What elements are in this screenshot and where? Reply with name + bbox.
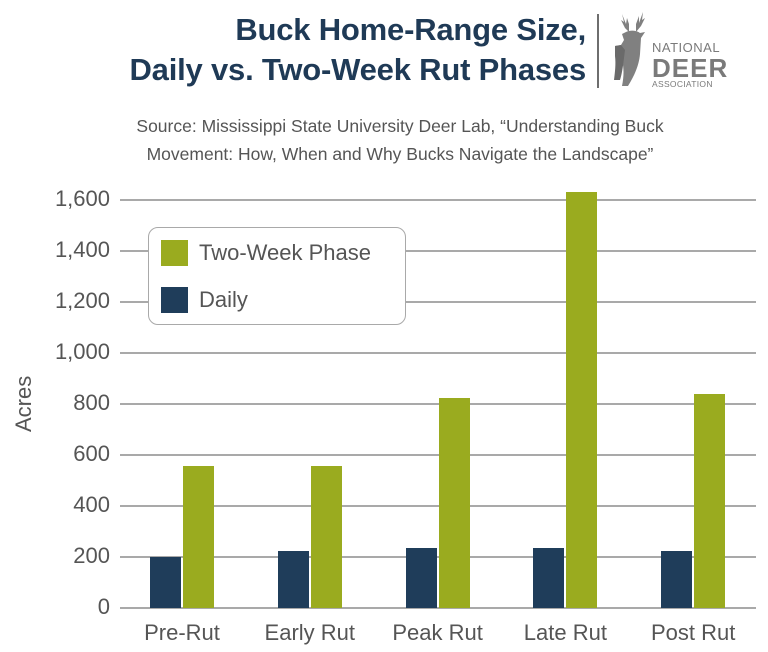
gridline	[120, 505, 756, 507]
bar-daily	[405, 548, 437, 608]
y-tick-label: 0	[97, 594, 110, 619]
x-tick-label: Peak Rut	[392, 620, 483, 645]
subtitle-line-2: Movement: How, When and Why Bucks Naviga…	[146, 144, 654, 164]
x-tick-label: Post Rut	[651, 620, 736, 645]
gridline	[120, 199, 756, 201]
chart-title: Buck Home-Range Size, Daily vs. Two-Week…	[130, 10, 587, 90]
bar-two-week	[566, 192, 598, 608]
bar-two-week	[310, 466, 342, 608]
legend-swatch-daily	[161, 287, 188, 313]
deer-head-icon	[614, 12, 645, 86]
y-tick-label: 200	[73, 543, 110, 568]
title-divider	[597, 14, 599, 88]
logo-text-association: ASSOCIATION	[652, 79, 713, 89]
bar-two-week	[183, 466, 214, 608]
legend-swatch-two-week	[161, 240, 188, 266]
gridline	[120, 607, 756, 609]
bar-two-week	[694, 394, 726, 608]
logo-text-deer: DEER	[652, 53, 729, 83]
y-tick-label: 1,200	[54, 288, 110, 313]
y-tick-label: 400	[73, 492, 110, 517]
legend-item-daily: Daily	[161, 287, 248, 313]
chart-subtitle: Source: Mississippi State University Dee…	[60, 112, 740, 168]
logo-text-national: NATIONAL	[652, 40, 721, 55]
bar-daily	[150, 557, 181, 608]
subtitle-line-1: Source: Mississippi State University Dee…	[136, 116, 664, 136]
x-tick-label: Pre-Rut	[144, 620, 220, 645]
gridline	[120, 352, 756, 354]
legend-item-two-week: Two-Week Phase	[161, 240, 371, 266]
gridline	[120, 250, 756, 252]
y-tick-label: 1,400	[54, 237, 110, 262]
gridline	[120, 301, 756, 303]
bar-daily	[277, 550, 309, 608]
gridline	[120, 454, 756, 456]
legend-label-daily: Daily	[199, 287, 248, 312]
bar-daily	[661, 550, 693, 608]
y-tick-label: 1,600	[54, 186, 110, 211]
x-tick-label: Late Rut	[523, 620, 607, 645]
y-tick-label: 1,000	[54, 339, 110, 364]
nda-logo: NATIONAL DEER ASSOCIATION	[612, 10, 762, 90]
legend-label-two-week: Two-Week Phase	[199, 240, 372, 265]
bar-daily	[533, 548, 565, 608]
title-line-2: Daily vs. Two-Week Rut Phases	[129, 52, 587, 87]
gridline	[120, 556, 756, 558]
y-tick-label: 800	[73, 390, 110, 415]
y-tick-label: 600	[73, 441, 110, 466]
x-tick-label: Early Rut	[264, 620, 356, 645]
title-line-1: Buck Home-Range Size,	[235, 12, 586, 47]
bar-two-week	[438, 397, 470, 608]
gridline	[120, 403, 756, 405]
legend: Two-Week Phase Daily	[148, 227, 406, 325]
